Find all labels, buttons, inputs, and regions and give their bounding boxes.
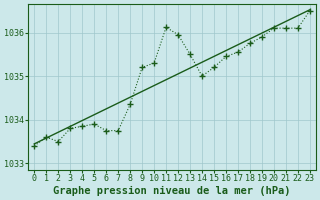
X-axis label: Graphe pression niveau de la mer (hPa): Graphe pression niveau de la mer (hPa) bbox=[53, 186, 291, 196]
